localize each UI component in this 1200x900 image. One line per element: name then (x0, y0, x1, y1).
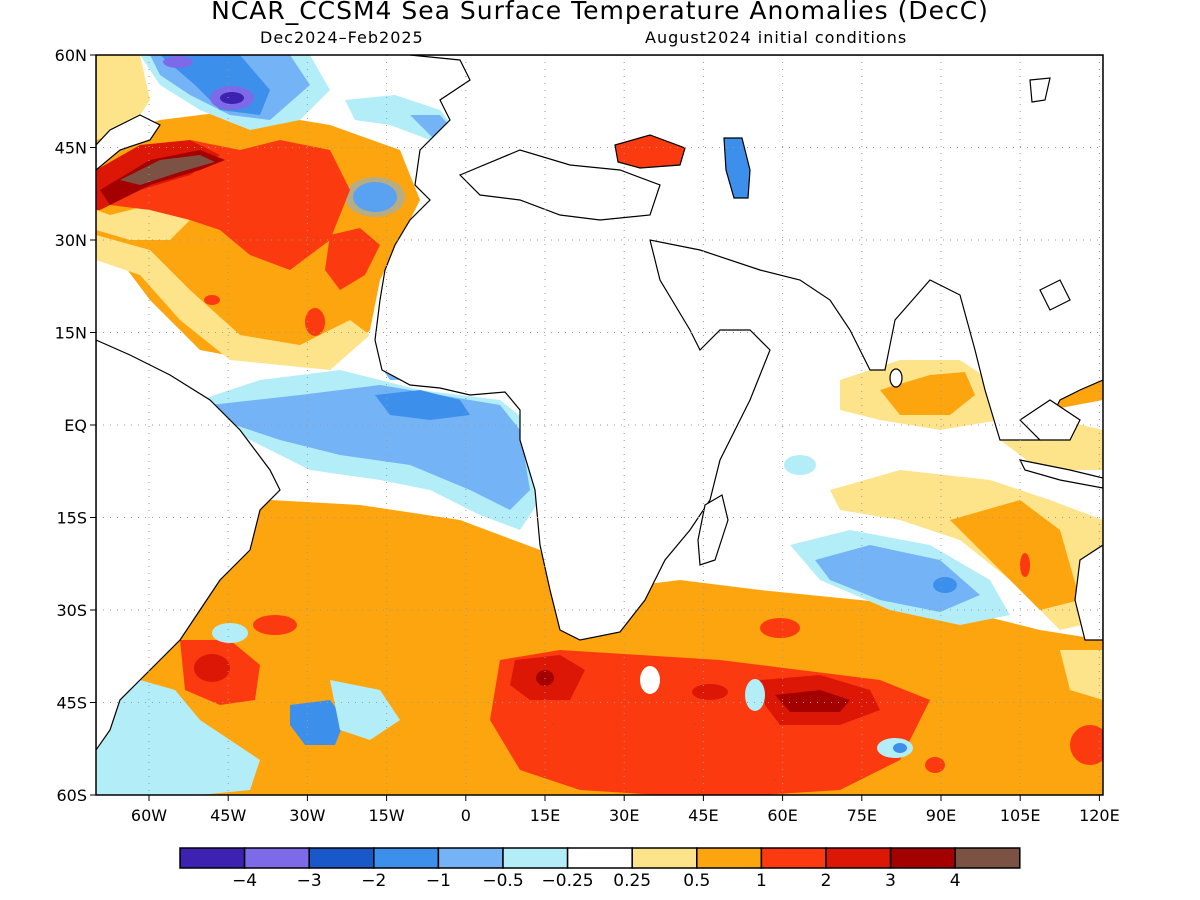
colorbar-label: 2 (821, 871, 832, 891)
lat-label: EQ (64, 416, 87, 435)
colorbar-label: 3 (885, 871, 896, 891)
colorbar-label: −0.25 (542, 871, 594, 891)
lon-label: 45W (210, 806, 246, 825)
colorbar-label: 0.25 (613, 871, 651, 891)
lon-label: 15E (530, 806, 560, 825)
lat-label: 45N (55, 139, 87, 158)
lon-label: 60W (131, 806, 167, 825)
colorbar-swatch (566, 847, 633, 869)
colorbar-swatch (179, 847, 246, 869)
colorbar-label: −1 (426, 871, 451, 891)
colorbar-swatch (760, 847, 827, 869)
map-title: NCAR_CCSM4 Sea Surface Temperature Anoma… (211, 0, 989, 25)
colorbar: −4 −3 −2 −1 −0.5 −0.25 0.25 0.5 1 2 3 4 (179, 847, 1021, 891)
lat-label: 60S (56, 786, 87, 805)
lon-label: 15W (369, 806, 405, 825)
latitude-axis: 60N 45N 30N 15N EQ 15S 30S 45S 60S (55, 46, 96, 805)
colorbar-swatch (308, 847, 375, 869)
initial-conditions-label: August2024 initial conditions (645, 28, 908, 47)
lat-label: 60N (55, 46, 87, 65)
colorbar-label: −2 (361, 871, 386, 891)
colorbar-swatch (373, 847, 440, 869)
colorbar-swatch (502, 847, 569, 869)
longitude-axis: 60W 45W 30W 15W 0 15E 30E 45E 60E 75E 90E 105E 120E (131, 795, 1120, 825)
lon-label: 105E (1000, 806, 1041, 825)
lat-label: 30N (55, 231, 87, 250)
lon-label: 45E (688, 806, 718, 825)
lon-label: 30E (609, 806, 639, 825)
colorbar-swatch (696, 847, 763, 869)
lat-label: 30S (56, 601, 87, 620)
colorbar-swatch (437, 847, 504, 869)
colorbar-swatch (889, 847, 956, 869)
lon-label: 60E (767, 806, 797, 825)
colorbar-swatch (825, 847, 892, 869)
lat-lon-grid (96, 55, 1103, 795)
colorbar-swatch (631, 847, 698, 869)
colorbar-label: −3 (297, 871, 322, 891)
lat-label: 15S (56, 509, 87, 528)
colorbar-swatch (243, 847, 310, 869)
lat-label: 45S (56, 694, 87, 713)
lon-label: 120E (1079, 806, 1120, 825)
colorbar-label: −4 (232, 871, 257, 891)
lat-label: 15N (55, 324, 87, 343)
lon-label: 90E (926, 806, 956, 825)
colorbar-label: 1 (756, 871, 767, 891)
colorbar-label: 4 (950, 871, 961, 891)
lon-label: 75E (847, 806, 877, 825)
lon-label: 30W (289, 806, 325, 825)
land-masses (96, 55, 1103, 752)
colorbar-swatch (954, 847, 1021, 869)
lon-label: 0 (461, 806, 471, 825)
colorbar-label: −0.5 (482, 871, 523, 891)
colorbar-label: 0.5 (683, 871, 710, 891)
period-label: Dec2024–Feb2025 (260, 28, 424, 47)
